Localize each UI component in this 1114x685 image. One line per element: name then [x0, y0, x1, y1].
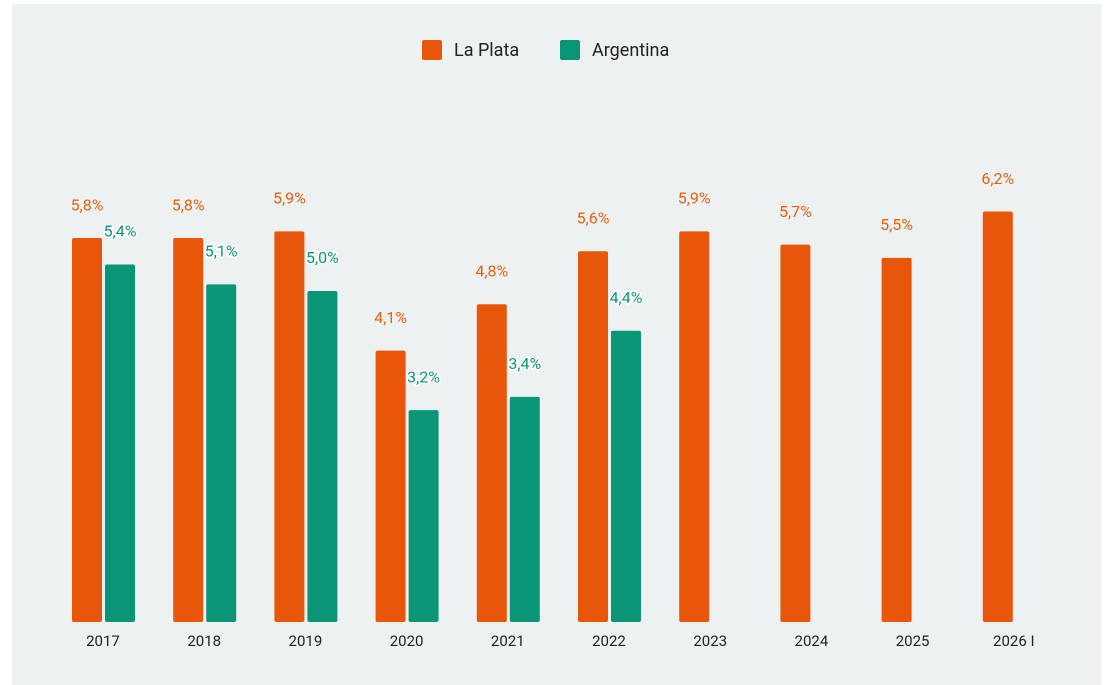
- x-tick-label: 2021: [491, 632, 525, 650]
- bar: [274, 231, 305, 623]
- bar: [982, 211, 1013, 622]
- data-label: 5,5%: [880, 215, 913, 234]
- bar: [509, 396, 540, 622]
- data-label: 3,2%: [407, 367, 440, 386]
- data-label: 5,6%: [577, 208, 610, 227]
- bar: [679, 231, 710, 623]
- data-label: 5,0%: [306, 248, 339, 267]
- x-tick-label: 2018: [187, 632, 221, 650]
- data-label: 3,4%: [508, 354, 541, 373]
- data-label: 5,1%: [205, 242, 238, 261]
- x-tick-label: 2017: [86, 632, 120, 650]
- legend-label: La Plata: [454, 40, 519, 61]
- bar: [206, 284, 237, 622]
- data-label: 5,7%: [779, 202, 812, 221]
- bar: [780, 244, 811, 622]
- bar: [375, 350, 406, 622]
- data-label: 6,2%: [981, 169, 1014, 188]
- data-label: 5,9%: [678, 189, 711, 208]
- x-tick-label: 2026 I: [993, 632, 1035, 650]
- bar: [105, 264, 135, 622]
- bar: [307, 291, 338, 622]
- data-label: 5,8%: [172, 195, 205, 214]
- data-label: 4,1%: [374, 308, 407, 327]
- x-tick-label: 2025: [896, 632, 930, 650]
- data-label: 5,8%: [71, 195, 104, 214]
- bar: [578, 251, 608, 622]
- data-label: 5,9%: [273, 189, 306, 208]
- legend-label: Argentina: [592, 40, 669, 61]
- data-label: 4,4%: [610, 288, 643, 307]
- x-tick-label: 2023: [693, 632, 727, 650]
- bar: [611, 330, 641, 622]
- x-tick-label: 2022: [592, 632, 626, 650]
- data-label: 5,4%: [104, 222, 137, 241]
- x-tick-label: 2024: [795, 632, 829, 650]
- data-label: 4,8%: [475, 261, 508, 280]
- legend-swatch: [560, 40, 580, 60]
- legend-swatch: [422, 40, 442, 60]
- bar: [408, 410, 439, 622]
- bar: [476, 304, 507, 622]
- bar: [72, 238, 102, 623]
- x-tick-label: 2020: [390, 632, 424, 650]
- bar: [881, 257, 912, 622]
- bar: [173, 238, 204, 623]
- x-tick-label: 2019: [289, 632, 323, 650]
